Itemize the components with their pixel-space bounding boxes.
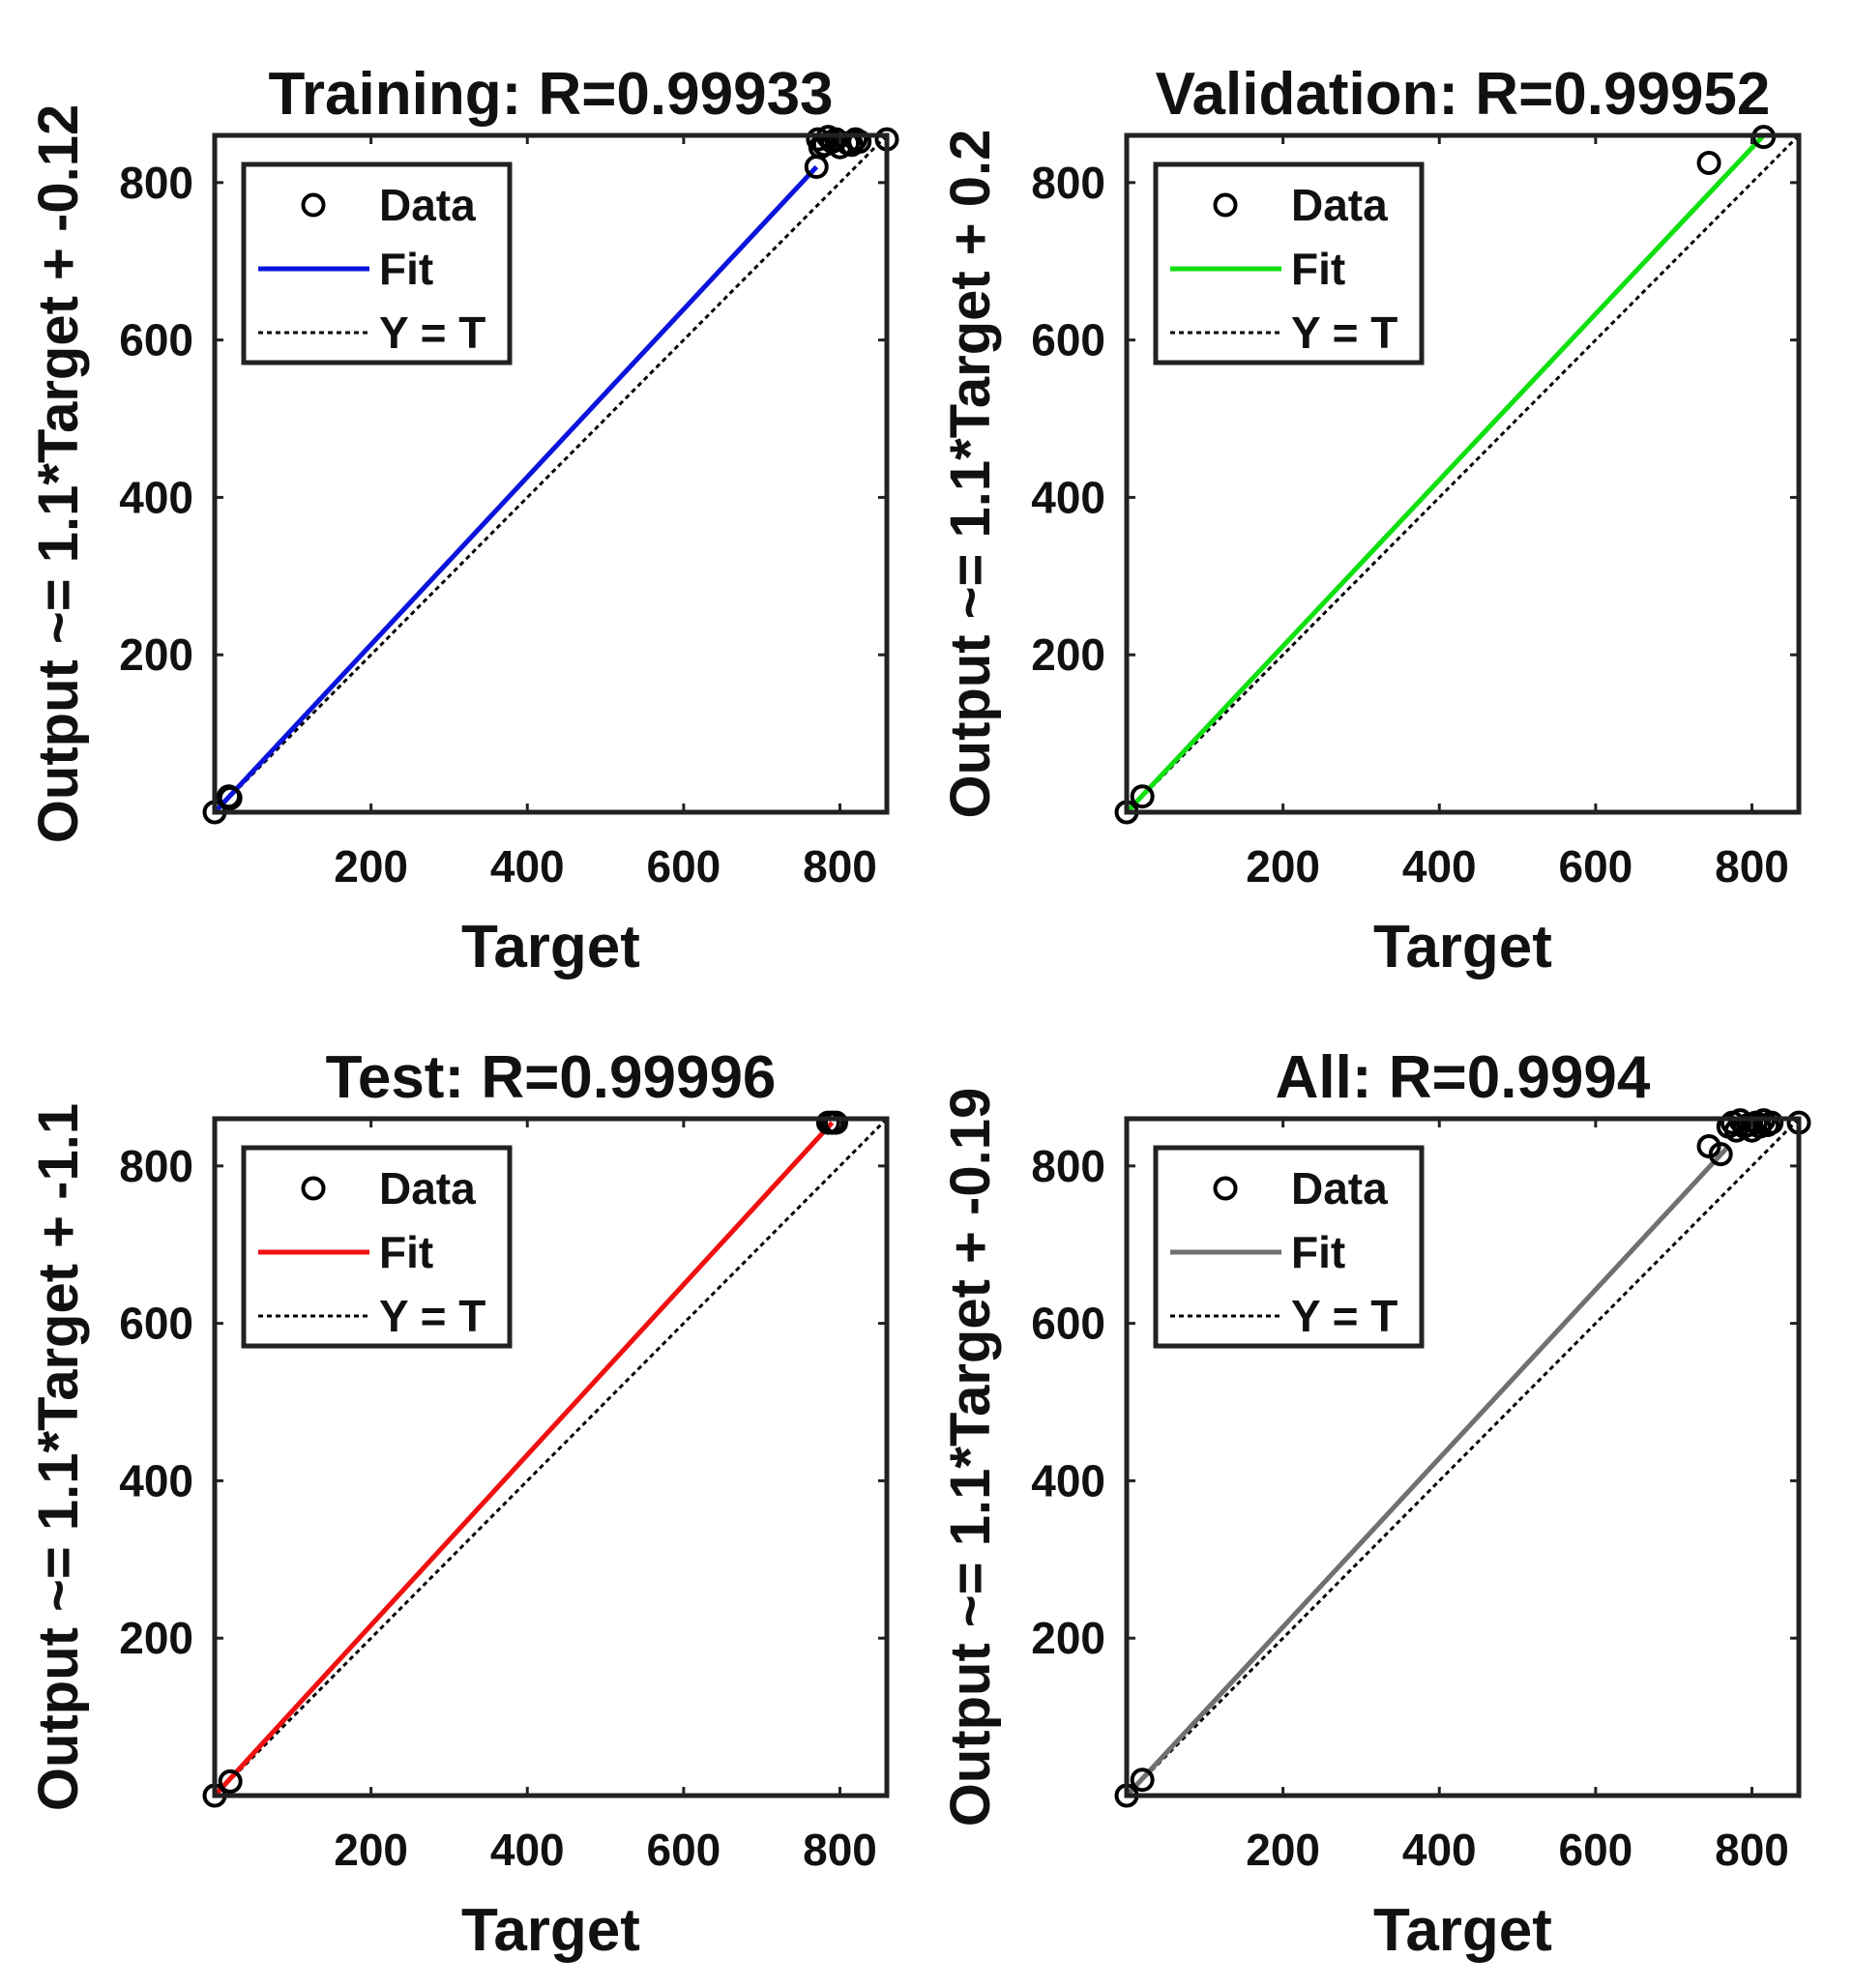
legend: Data Fit Y = T [241,1145,513,1349]
y-tick-label: 400 [119,1455,193,1506]
y-tick-label: 200 [119,629,193,680]
legend-marker-icon [301,192,326,218]
x-tick-label: 400 [1402,841,1477,892]
x-tick-label: 600 [647,841,721,892]
data-point [218,785,243,810]
y-tick-label: 600 [1031,315,1105,365]
y-tick-label: 400 [119,472,193,522]
axes-frame [1124,132,1802,815]
chart-panel-3: 200 400 600 800 200 400 600 800 Test: R=0.99996 T… [27,1044,890,1964]
data-point [823,1110,848,1135]
y-axis-label: Output ~= 1.1*Target + -0.12 [27,104,90,843]
fit-line [213,164,819,814]
y-tick-label: 400 [1031,1455,1105,1506]
y-tick-label: 400 [1031,472,1105,522]
data-point [1708,1142,1733,1167]
data-point [218,1769,243,1794]
data-point [1696,150,1721,175]
y-tick-label: 800 [119,1141,193,1191]
legend-label: Data [379,180,476,230]
y-axis-label: Output ~= 1.1*Target + 0.2 [939,130,1002,819]
x-tick-label: 800 [803,1825,877,1875]
y-tick-label: 800 [1031,1141,1105,1191]
x-tick-label: 600 [1559,841,1633,892]
x-tick-label: 400 [490,841,565,892]
y-tick-label: 600 [119,315,193,365]
legend-label: Data [379,1163,476,1213]
legend-box [241,1145,513,1349]
y-tick-label: 600 [1031,1299,1105,1349]
data-point [1130,1768,1155,1793]
legend-label: Y = T [379,307,485,358]
legend-box [1153,1145,1425,1349]
legend-label: Y = T [1291,1291,1397,1341]
legend-label: Data [1291,180,1388,230]
chart-panel-4: 200 400 600 800 200 400 600 800 All: R=0.9994 Tar… [939,1044,1811,1964]
x-tick-label: 800 [803,841,877,892]
x-axis-label: Target [1373,914,1552,980]
x-tick-label: 400 [1402,1825,1477,1875]
identity-line [1125,1117,1801,1798]
legend: Data Fit Y = T [1153,161,1425,365]
legend: Data Fit Y = T [1153,1145,1425,1349]
legend-label: Data [1291,1163,1388,1213]
chart-panel-1: 200 400 600 800 200 400 600 800 Training: R=0.99… [27,61,899,980]
fit-line [213,1121,835,1798]
y-axis-label: Output ~= 1.1*Target + -1.1 [27,1103,90,1811]
identity-line [213,133,889,814]
x-tick-label: 600 [647,1825,721,1875]
axes-frame [212,132,890,815]
legend-marker-icon [301,1176,326,1201]
legend-label: Fit [379,1227,433,1277]
x-tick-label: 200 [334,841,408,892]
legend-marker-icon [1213,1176,1238,1201]
chart-title: Test: R=0.99996 [326,1044,777,1111]
x-tick-label: 800 [1715,1825,1789,1875]
chart-title: Training: R=0.99933 [268,61,833,128]
legend-marker-icon [1213,192,1238,218]
identity-line [213,1117,889,1798]
y-tick-label: 600 [119,1299,193,1349]
data-point [1130,784,1155,809]
axes-frame [1124,1116,1802,1798]
y-tick-label: 200 [119,1613,193,1663]
legend-label: Fit [1291,244,1345,294]
x-axis-label: Target [461,1897,640,1964]
x-tick-label: 600 [1559,1825,1633,1875]
x-tick-label: 200 [334,1825,408,1875]
x-axis-label: Target [461,914,640,980]
chart-title: All: R=0.9994 [1276,1044,1651,1111]
y-tick-label: 800 [1031,158,1105,208]
legend-label: Fit [1291,1227,1345,1277]
x-tick-label: 800 [1715,841,1789,892]
data-point [847,130,872,155]
y-tick-label: 800 [119,158,193,208]
x-tick-label: 200 [1246,1825,1320,1875]
x-axis-label: Target [1373,1897,1552,1964]
y-tick-label: 200 [1031,629,1105,680]
legend-label: Y = T [1291,307,1397,358]
y-tick-label: 200 [1031,1613,1105,1663]
y-axis-label: Output ~= 1.1*Target + -0.19 [939,1088,1002,1827]
legend-box [1153,161,1425,365]
chart-panel-2: 200 400 600 800 200 400 600 800 Validation: R=0.… [939,61,1802,980]
legend-label: Fit [379,244,433,294]
axes-frame [212,1116,890,1798]
fit-line [1125,133,1766,814]
x-tick-label: 200 [1246,841,1320,892]
legend: Data Fit Y = T [241,161,513,365]
fit-line [1125,1144,1731,1798]
data-point [1759,1110,1784,1135]
x-tick-label: 400 [490,1825,565,1875]
identity-line [1125,133,1801,814]
legend-label: Y = T [379,1291,485,1341]
chart-title: Validation: R=0.99952 [1156,61,1771,128]
legend-box [241,161,513,365]
